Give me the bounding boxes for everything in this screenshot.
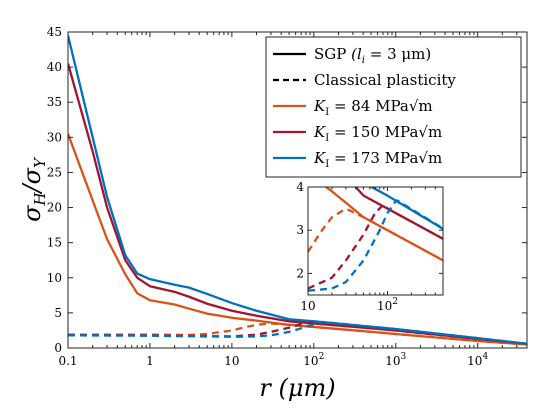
y-tick-label-6: 30: [47, 130, 62, 144]
y-tick-label-5: 25: [47, 165, 62, 179]
y-tick-label-2: 10: [47, 271, 62, 285]
inset-y-tick-label-0: 2: [296, 266, 304, 280]
legend-label-3: KI = 150 MPa√m: [313, 123, 442, 144]
inset-series-line-0: [323, 187, 443, 262]
legend-label-2: KI = 84 MPa√m: [313, 97, 433, 118]
plot-lines: [68, 35, 527, 346]
y-tick-label-3: 15: [47, 236, 62, 250]
y-tick-label-7: 35: [47, 95, 62, 109]
x-tick-label-4: 103: [385, 352, 406, 368]
series-line-5: [68, 320, 527, 345]
inset-background: [308, 187, 443, 295]
y-tick-label-8: 40: [47, 60, 62, 74]
y-axis-label: σH/σY: [18, 156, 49, 222]
legend-box: [265, 36, 522, 178]
inset-x-tick-label-0: 10: [300, 299, 315, 313]
series-line-4: [68, 321, 527, 345]
inset-y-tick-label-1: 3: [296, 223, 304, 237]
plot-frame: [67, 31, 528, 349]
inset-lines: [308, 187, 443, 292]
legend-label-1: Classical plasticity: [314, 71, 456, 89]
inset-x-tick-label-1: 102: [377, 297, 398, 313]
inset-series-line-4: [308, 202, 443, 290]
y-tick-label-1: 5: [54, 306, 62, 320]
inset-series-line-3: [308, 207, 443, 262]
y-tick-label-4: 20: [47, 201, 62, 215]
series-line-3: [68, 322, 527, 346]
y-tick-label-9: 45: [47, 25, 62, 39]
x-tick-label-3: 102: [303, 352, 324, 368]
y-tick-label-0: 0: [54, 341, 62, 355]
x-tick-label-1: 1: [146, 354, 154, 368]
inset-y-tick-label-2: 4: [296, 180, 304, 194]
x-axis-label: r (μm): [259, 374, 335, 402]
x-tick-label-0: 0.1: [58, 354, 77, 368]
legend-label-4: KI = 173 MPa√m: [313, 149, 442, 170]
x-tick-label-2: 10: [224, 354, 239, 368]
x-tick-label-5: 104: [467, 352, 488, 368]
legend-label-0: SGP (li = 3 μm): [314, 45, 431, 66]
